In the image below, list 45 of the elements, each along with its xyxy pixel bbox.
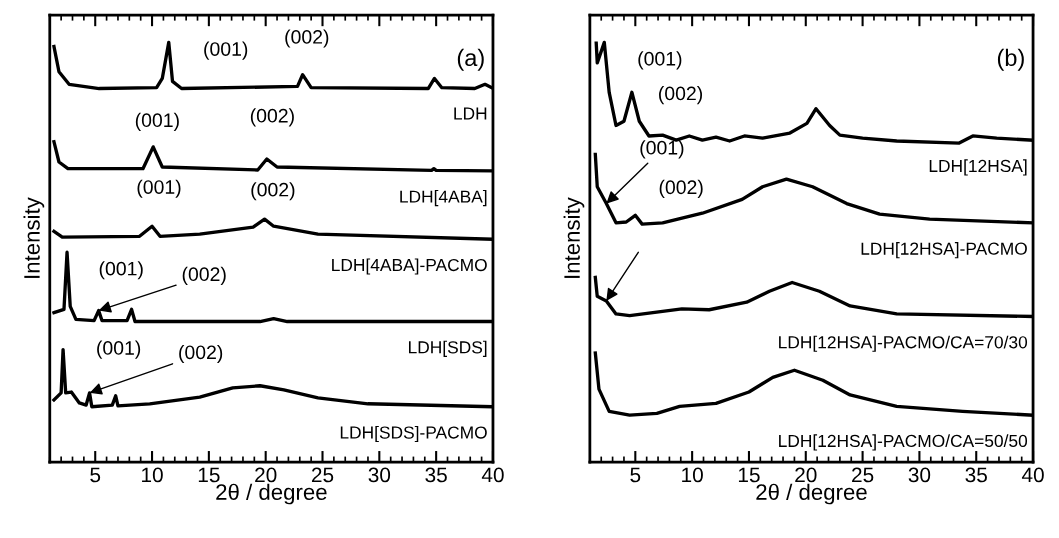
x-tick-label: 30 xyxy=(368,467,391,483)
x-tick-label: 5 xyxy=(630,467,641,483)
annotation: (002) xyxy=(285,29,329,48)
annotation: (001) xyxy=(137,179,181,198)
series-label: LDH xyxy=(454,107,487,120)
x-tick-label: 40 xyxy=(481,467,504,483)
annotation: (002) xyxy=(659,179,703,198)
x-tick-label: 30 xyxy=(908,467,931,483)
annotation: (001) xyxy=(97,340,141,359)
x-tick-label: 25 xyxy=(311,467,334,483)
series-label: LDH[SDS]-PACMO xyxy=(340,425,487,443)
annotation: (002) xyxy=(182,266,226,285)
x-tick-label: 15 xyxy=(198,467,220,483)
annotation: (002) xyxy=(250,108,294,127)
y-axis-title: Intensity xyxy=(23,197,45,278)
x-tick-label: 35 xyxy=(965,467,987,483)
series-label: LDH[12HSA]-PACMO/CA=70/30 xyxy=(779,335,1028,352)
x-axis-title: 2θ / degree xyxy=(216,483,327,505)
annotation: (002) xyxy=(251,182,295,201)
y-axis-title: Intensity xyxy=(563,197,585,278)
annotation: (002) xyxy=(659,86,703,105)
series-label: LDH[SDS] xyxy=(408,340,487,357)
x-tick-label: 40 xyxy=(1021,467,1044,483)
x-tick-label: 10 xyxy=(682,467,703,483)
annotation: (a) xyxy=(457,48,484,71)
annotation: (001) xyxy=(204,41,248,60)
x-tick-label: 10 xyxy=(142,467,163,483)
series-label: LDH[4ABA] xyxy=(400,190,487,207)
series-label: LDH[12HSA]-PACMO xyxy=(861,242,1027,259)
x-tick-label: 20 xyxy=(255,467,277,483)
series-label: LDH[4ABA]-PACMO xyxy=(332,258,487,275)
x-axis-title: 2θ / degree xyxy=(756,483,867,505)
annotation: (b) xyxy=(997,48,1024,71)
x-tick-label: 25 xyxy=(852,467,874,483)
annotation: (001) xyxy=(135,112,179,131)
annotation: (001) xyxy=(638,51,682,70)
x-tick-label: 15 xyxy=(738,467,760,483)
series-label: LDH[12HSA] xyxy=(929,159,1027,176)
series-label: LDH[12HSA]-PACMO/CA=50/50 xyxy=(779,434,1028,451)
annotation: (001) xyxy=(99,261,143,280)
x-tick-label: 5 xyxy=(90,467,101,483)
annotation: (002) xyxy=(179,344,223,364)
x-tick-label: 35 xyxy=(425,467,447,483)
annotation: (001) xyxy=(640,140,684,159)
x-tick-label: 20 xyxy=(795,467,817,483)
